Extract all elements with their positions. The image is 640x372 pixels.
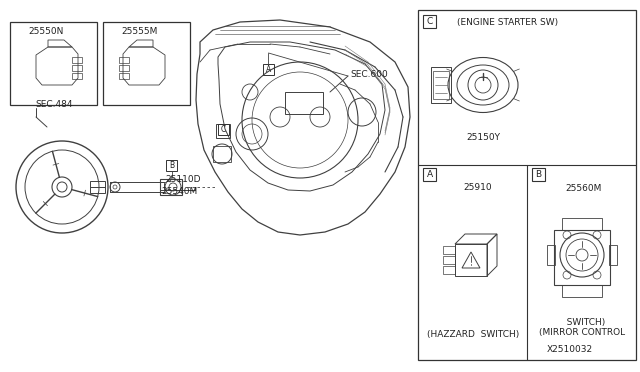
Text: SEC.600: SEC.600 <box>350 70 388 78</box>
Bar <box>443 266 455 274</box>
Text: 25110D: 25110D <box>165 174 200 183</box>
Text: (MIRROR CONTROL: (MIRROR CONTROL <box>539 328 625 337</box>
Bar <box>90 181 105 187</box>
Text: A: A <box>266 65 271 74</box>
Text: SWITCH): SWITCH) <box>558 318 605 327</box>
Text: 25910: 25910 <box>464 183 492 192</box>
Text: B: B <box>169 161 174 170</box>
Bar <box>285 92 323 114</box>
Bar <box>103 22 190 105</box>
Bar <box>72 73 82 79</box>
Text: 25540M: 25540M <box>161 186 197 196</box>
Bar <box>72 65 82 71</box>
Text: 25555M: 25555M <box>121 26 157 35</box>
Bar <box>160 179 182 195</box>
Text: (HAZZARD  SWITCH): (HAZZARD SWITCH) <box>427 330 519 340</box>
Bar <box>418 10 636 360</box>
Bar <box>263 64 274 75</box>
Bar <box>119 73 129 79</box>
Bar <box>433 71 449 99</box>
Text: 25550N: 25550N <box>28 26 63 35</box>
Bar <box>166 160 177 171</box>
Text: 25560M: 25560M <box>566 183 602 192</box>
Bar <box>562 218 602 230</box>
Text: B: B <box>536 170 541 179</box>
Bar <box>90 187 105 193</box>
Text: X2510032: X2510032 <box>547 346 593 355</box>
Bar <box>423 168 436 181</box>
Bar <box>218 124 229 135</box>
Bar <box>609 245 617 265</box>
Bar <box>443 256 455 264</box>
Bar <box>213 146 231 162</box>
Bar <box>431 67 451 103</box>
Bar <box>532 168 545 181</box>
Bar <box>119 65 129 71</box>
Text: SEC.484: SEC.484 <box>35 99 72 109</box>
Text: C: C <box>426 17 433 26</box>
Bar <box>423 15 436 28</box>
Bar <box>72 57 82 63</box>
Bar <box>554 230 610 285</box>
Bar <box>119 57 129 63</box>
Text: A: A <box>426 170 433 179</box>
Text: C: C <box>221 125 226 134</box>
Text: (ENGINE STARTER SW): (ENGINE STARTER SW) <box>458 17 559 26</box>
Bar <box>10 22 97 105</box>
Bar <box>562 285 602 297</box>
Bar <box>443 246 455 254</box>
Bar <box>216 124 230 138</box>
Bar <box>547 245 555 265</box>
Text: 25150Y: 25150Y <box>466 132 500 141</box>
